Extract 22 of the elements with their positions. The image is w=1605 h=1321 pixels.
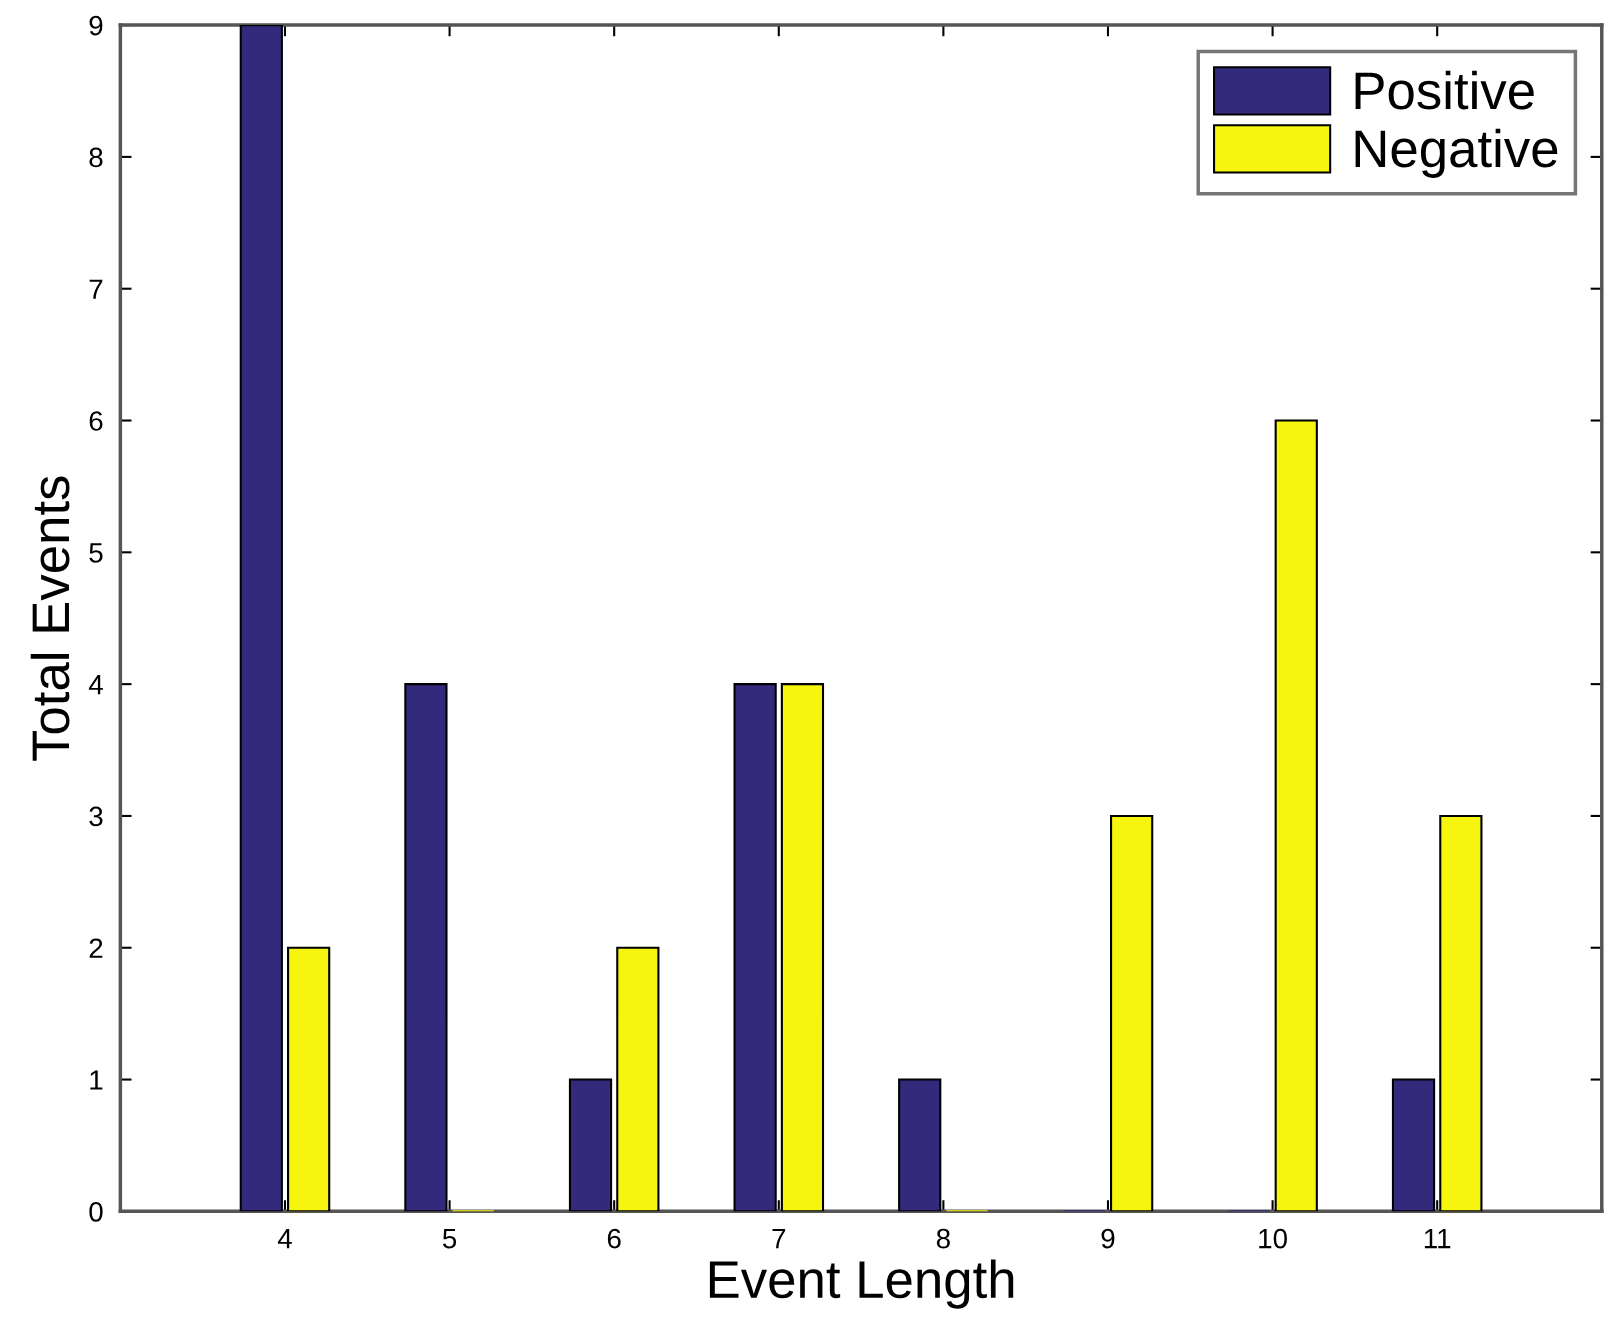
y-tick-label: 8 (89, 147, 103, 168)
legend-label: Negative (1355, 128, 1558, 178)
y-tick-label: 2 (89, 938, 103, 958)
x-tick-label: 10 (1259, 1228, 1287, 1249)
x-axis-title: Event Length (709, 1259, 1014, 1309)
x-tick-label: 7 (772, 1229, 786, 1249)
y-tick-label: 6 (89, 411, 103, 431)
y-tick-label: 1 (90, 1070, 103, 1090)
y-tick-label: 0 (89, 1202, 103, 1222)
x-tick-label: 8 (936, 1228, 950, 1249)
x-tick-label: 5 (442, 1229, 457, 1249)
y-tick-label: 9 (89, 15, 103, 36)
y-tick-label: 3 (89, 806, 103, 827)
y-tick-label: 7 (89, 279, 103, 299)
y-tick-label: 5 (89, 543, 103, 563)
legend-label: Positive (1355, 70, 1534, 110)
x-tick-label: 9 (1101, 1228, 1115, 1249)
x-tick-label: 6 (607, 1228, 621, 1249)
x-tick-label: 4 (277, 1229, 292, 1249)
x-tick-label: 11 (1424, 1229, 1451, 1249)
y-axis-title: Total Events (30, 476, 70, 761)
y-tick-label: 4 (88, 675, 103, 695)
